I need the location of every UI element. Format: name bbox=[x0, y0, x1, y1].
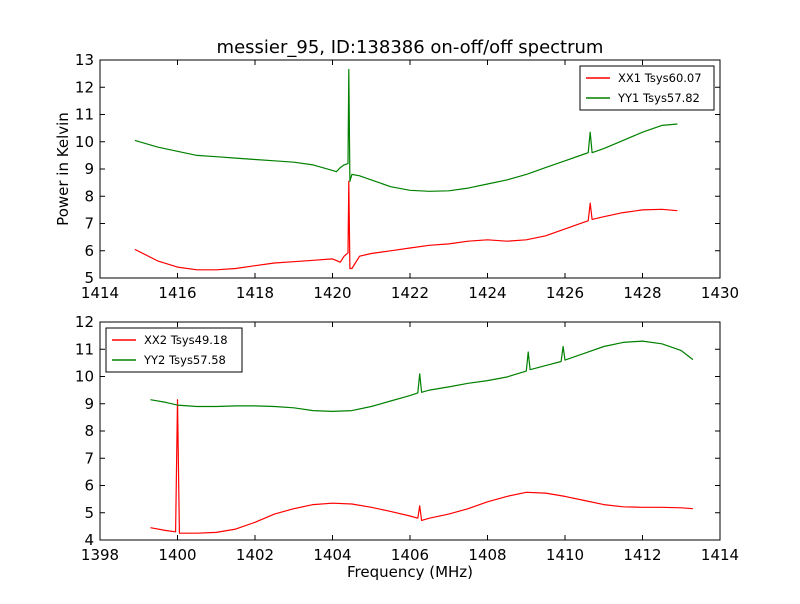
y-tick-label: 5 bbox=[84, 504, 94, 522]
y-tick-label: 10 bbox=[75, 368, 94, 386]
x-tick-label: 1400 bbox=[158, 546, 196, 564]
y-tick-label: 12 bbox=[75, 313, 94, 331]
series-line-2-2 bbox=[150, 340, 694, 412]
x-tick-label: 1414 bbox=[81, 284, 119, 302]
y-tick-label: 10 bbox=[75, 133, 94, 151]
y-tick-label: 5 bbox=[84, 269, 94, 287]
figure-title: messier_95, ID:138386 on-off/off spectru… bbox=[217, 37, 604, 58]
y-tick-label: 6 bbox=[84, 242, 94, 260]
x-tick-label: 1398 bbox=[81, 546, 119, 564]
x-tick-label: 1412 bbox=[623, 546, 661, 564]
series-line-2-1 bbox=[150, 399, 693, 534]
y-tick-label: 6 bbox=[84, 477, 94, 495]
series-line-1-2 bbox=[134, 68, 678, 192]
x-tick-label: 1426 bbox=[546, 284, 584, 302]
y-tick-label: 8 bbox=[84, 187, 94, 205]
x-tick-label: 1416 bbox=[158, 284, 196, 302]
y-axis-label: Power in Kelvin bbox=[54, 112, 72, 226]
x-tick-label: 1406 bbox=[391, 546, 429, 564]
x-tick-label: 1408 bbox=[468, 546, 506, 564]
y-tick-label: 11 bbox=[75, 340, 94, 358]
legend-box bbox=[105, 327, 243, 373]
y-tick-label: 7 bbox=[84, 449, 94, 467]
legend-label: XX2 Tsys49.18 bbox=[144, 333, 228, 347]
x-tick-label: 1422 bbox=[391, 284, 429, 302]
y-tick-label: 9 bbox=[84, 395, 94, 413]
series-line-1-1 bbox=[134, 180, 678, 271]
panel-bottom: 1398 1400 1402 1404 1406 1408 1410 1412 1414 4 5 6 7… bbox=[75, 313, 739, 581]
y-tick-label: 11 bbox=[75, 106, 94, 124]
x-axis-label: Frequency (MHz) bbox=[347, 563, 473, 581]
x-tick-label: 1402 bbox=[236, 546, 274, 564]
legend-box bbox=[579, 65, 715, 111]
y-tick-label: 7 bbox=[84, 215, 94, 233]
legend-label: XX1 Tsys60.07 bbox=[618, 71, 702, 85]
x-tick-label: 1420 bbox=[313, 284, 351, 302]
y-tick-label: 4 bbox=[84, 531, 94, 549]
y-tick-label: 13 bbox=[75, 51, 94, 69]
x-tick-label: 1414 bbox=[701, 546, 739, 564]
y-tick-label: 12 bbox=[75, 78, 94, 96]
x-tick-label: 1424 bbox=[468, 284, 506, 302]
y-tick-label: 9 bbox=[84, 160, 94, 178]
legend-label: YY2 Tsys57.58 bbox=[143, 353, 226, 367]
x-tick-label: 1418 bbox=[236, 284, 274, 302]
panel-top: 1414 1416 1418 1420 1422 1424 1426 1428 1430 5 6 7 8… bbox=[54, 51, 739, 302]
x-tick-label: 1428 bbox=[623, 284, 661, 302]
x-tick-label: 1430 bbox=[701, 284, 739, 302]
y-tick-label: 8 bbox=[84, 422, 94, 440]
x-tick-label: 1410 bbox=[546, 546, 584, 564]
x-tick-label: 1404 bbox=[313, 546, 351, 564]
legend-label: YY1 Tsys57.82 bbox=[617, 91, 700, 105]
